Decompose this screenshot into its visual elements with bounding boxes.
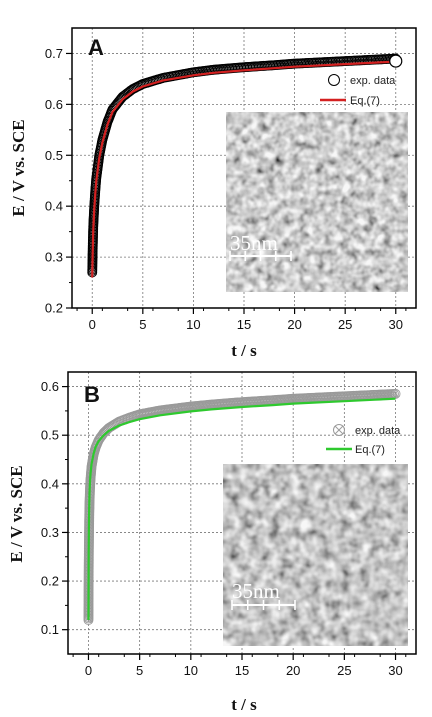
- panel-a-label: A: [88, 35, 104, 60]
- panel-a-scale-label: 35nm: [230, 231, 278, 255]
- panel-b-scale-bar: 35nm: [231, 579, 296, 610]
- panel-a-legend-eq: Eq.(7): [350, 95, 380, 107]
- panel-b-exp-point-cross: [392, 390, 399, 398]
- panel-b: 0 5 10 15 20 25 30 0.1 0.2 0.3 0.4 0.5 0.6 35nm B ex…: [7, 371, 417, 714]
- panel-b-series: [83, 388, 401, 625]
- panel-a-x-tick-label: 5: [139, 317, 146, 332]
- panel-a-x-tick-label: 30: [389, 317, 403, 332]
- panel-a-y-tick-label: 0.5: [45, 148, 63, 163]
- panel-b-x-tick-label: 25: [337, 663, 351, 678]
- panel-b-x-tick-label: 5: [136, 663, 143, 678]
- panel-b-x-tick-label: 30: [388, 663, 402, 678]
- panel-b-x-axis-title: t / s: [231, 695, 257, 714]
- panel-a-x-tick-label: 20: [287, 317, 301, 332]
- panel-b-scale-ticks: [231, 600, 296, 610]
- panel-a-plot-frame: [71, 27, 417, 309]
- panel-b-x-tick-label: 15: [235, 663, 249, 678]
- panel-a-x-tick-label: 0: [89, 317, 96, 332]
- panel-b-legend-eq: Eq.(7): [355, 444, 385, 456]
- panel-b-exp-data: [83, 388, 401, 625]
- panel-a-scale-ticks: [229, 251, 292, 261]
- panel-b-legend-marker-exp: [333, 424, 345, 436]
- panel-b-x-tick-label: 0: [85, 663, 92, 678]
- panel-b-y-tick-label: 0.4: [41, 476, 59, 491]
- panel-a-x-axis-title: t / s: [231, 341, 257, 360]
- panel-a-x-tick-label: 10: [186, 317, 200, 332]
- panel-a-y-tick-label: 0.3: [45, 250, 63, 265]
- panel-a-end-marker: [389, 54, 403, 68]
- panel-a-fit-line: [91, 60, 396, 278]
- panel-a-legend-exp: exp. data: [350, 75, 396, 87]
- panel-b-y-tick-label: 0.1: [41, 622, 59, 637]
- panel-a-tick-labels: 0 5 10 15 20 25 30 0.2 0.3 0.4 0.5 0.6 0.7: [45, 46, 403, 332]
- panel-a-y-axis-title: E / V vs. SCE: [9, 119, 28, 216]
- panel-b-y-tick-label: 0.5: [41, 428, 59, 443]
- panel-a-y-tick-label: 0.6: [45, 97, 63, 112]
- panel-b-exp-point-cross: [390, 390, 398, 398]
- panel-a: 0 5 10 15 20 25 30 0.2 0.3 0.4 0.5 0.6 0.7 35nm A ex…: [9, 27, 417, 360]
- panel-b-y-tick-label: 0.2: [41, 574, 59, 589]
- panel-b-scale-label: 35nm: [232, 579, 280, 603]
- panel-a-scale-bar: 35nm: [229, 231, 292, 261]
- panel-b-tick-labels: 0 5 10 15 20 25 30 0.1 0.2 0.3 0.4 0.5 0.6: [41, 379, 403, 678]
- panel-a-y-tick-label: 0.2: [45, 301, 63, 316]
- panel-b-x-tick-label: 20: [286, 663, 300, 678]
- panel-b-y-axis-title: E / V vs. SCE: [7, 465, 26, 562]
- panel-b-label: B: [84, 382, 100, 407]
- panel-a-inset-image: [226, 112, 408, 292]
- panel-b-axis-ticks: [62, 385, 407, 660]
- panel-a-x-tick-label: 25: [338, 317, 352, 332]
- panel-b-exp-point-cross: [389, 390, 396, 398]
- panel-b-inset-image: [223, 464, 408, 646]
- panel-a-y-tick-label: 0.4: [45, 199, 63, 214]
- panel-b-x-tick-label: 10: [184, 663, 198, 678]
- panel-a-y-tick-label: 0.7: [45, 46, 63, 61]
- panel-b-fit-line: [87, 397, 396, 621]
- panel-a-series: [87, 53, 403, 278]
- panel-b-plot-frame: [67, 371, 417, 655]
- panel-b-y-tick-label: 0.6: [41, 379, 59, 394]
- panel-a-legend: exp. data Eq.(7): [320, 74, 396, 107]
- panel-b-exp-point: [390, 388, 401, 399]
- panel-a-legend-marker-exp: [328, 74, 340, 86]
- panel-a-x-tick-label: 15: [237, 317, 251, 332]
- panel-b-y-tick-label: 0.3: [41, 525, 59, 540]
- panel-b-legend: exp. data Eq.(7): [326, 424, 401, 456]
- panel-b-legend-exp: exp. data: [355, 425, 401, 437]
